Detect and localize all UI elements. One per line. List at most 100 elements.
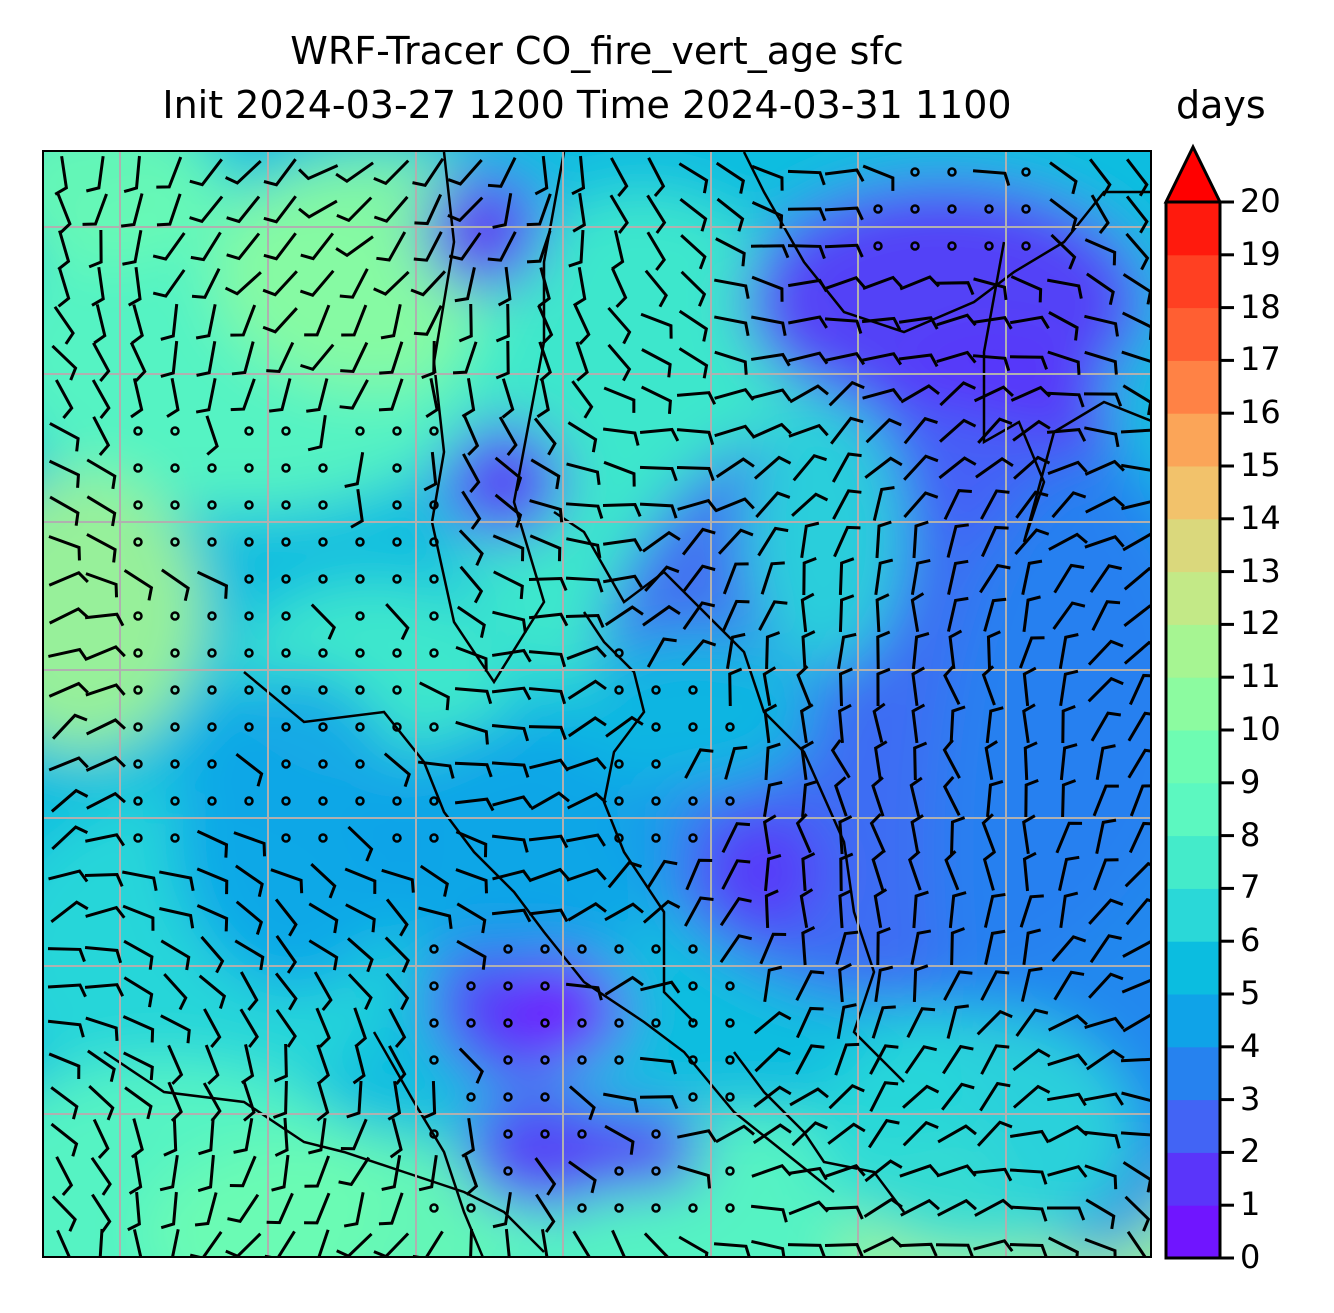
wind-barb bbox=[719, 934, 753, 964]
calm-wind-circle bbox=[429, 1129, 439, 1139]
wind-barb bbox=[1121, 978, 1150, 994]
wind-barb bbox=[983, 597, 1007, 632]
wind-barb bbox=[872, 702, 886, 743]
wind-barb bbox=[494, 456, 523, 491]
calm-wind-circle bbox=[503, 1092, 513, 1102]
wind-barb bbox=[676, 465, 715, 482]
wind-barb bbox=[47, 947, 86, 963]
wind-barb bbox=[824, 206, 864, 221]
wind-barb bbox=[939, 418, 977, 443]
calm-wind-circle bbox=[170, 759, 180, 769]
wind-barb bbox=[1009, 1129, 1050, 1144]
calm-wind-circle bbox=[1021, 167, 1031, 177]
wind-barb bbox=[1084, 1016, 1125, 1030]
tracer-age-field bbox=[44, 152, 1150, 1256]
wind-barb bbox=[50, 900, 89, 923]
wind-barb bbox=[977, 417, 1013, 444]
wind-barb bbox=[1083, 1130, 1121, 1149]
wind-barb bbox=[336, 1232, 373, 1256]
calm-wind-circle bbox=[688, 981, 698, 991]
wind-barb bbox=[529, 499, 564, 523]
wind-barb bbox=[787, 244, 826, 260]
wind-barb bbox=[646, 637, 677, 668]
wind-barb bbox=[163, 973, 188, 1011]
wind-barb bbox=[376, 231, 407, 262]
wind-barb bbox=[462, 453, 481, 493]
wind-barb bbox=[715, 1124, 755, 1144]
wind-barb bbox=[385, 972, 410, 1011]
wind-barb bbox=[224, 159, 262, 185]
wind-barb bbox=[834, 776, 848, 817]
wind-barb bbox=[639, 1056, 677, 1075]
calm-wind-circle bbox=[651, 1018, 661, 1028]
wind-barb bbox=[610, 157, 629, 197]
wind-barb bbox=[567, 901, 607, 922]
gridlines bbox=[44, 152, 1150, 1256]
wind-barb bbox=[1084, 459, 1125, 476]
wind-barb bbox=[1015, 1008, 1049, 1037]
wind-barb bbox=[346, 937, 374, 973]
wind-barb bbox=[644, 269, 668, 308]
wind-barb bbox=[943, 970, 973, 1001]
wind-barb bbox=[754, 1047, 791, 1073]
wind-barb bbox=[1088, 972, 1124, 999]
wind-barb bbox=[1089, 564, 1122, 594]
calm-wind-circle bbox=[688, 833, 698, 843]
calm-wind-circle bbox=[170, 722, 180, 732]
wind-barb bbox=[196, 867, 229, 895]
wind-barb bbox=[1046, 391, 1085, 408]
wind-barb bbox=[425, 378, 439, 418]
wind-barb bbox=[300, 343, 335, 372]
wind-barb bbox=[605, 715, 644, 738]
wind-barb bbox=[122, 229, 143, 266]
wind-barb bbox=[274, 1117, 289, 1157]
calm-wind-circle bbox=[318, 722, 328, 732]
wind-barb bbox=[132, 1229, 143, 1256]
wind-barb bbox=[159, 870, 195, 892]
calm-wind-circle bbox=[651, 1166, 661, 1176]
wind-barb bbox=[501, 378, 515, 419]
wind-barb bbox=[1048, 532, 1088, 551]
calm-wind-circle bbox=[651, 833, 661, 843]
wind-barb bbox=[796, 665, 812, 706]
calm-wind-circle bbox=[725, 1055, 735, 1065]
wind-barb bbox=[714, 387, 755, 401]
wind-barb bbox=[128, 1154, 143, 1195]
wind-barb bbox=[566, 645, 607, 661]
wind-barb bbox=[85, 833, 126, 847]
wind-barb bbox=[1046, 1206, 1086, 1221]
wind-barb bbox=[824, 168, 865, 183]
wind-barb bbox=[1022, 703, 1036, 744]
wind-barb bbox=[801, 779, 819, 818]
calm-wind-circle bbox=[133, 426, 143, 436]
wind-barb bbox=[728, 667, 743, 707]
wind-barb bbox=[93, 304, 107, 345]
calm-wind-circle bbox=[466, 1092, 476, 1102]
wind-barb bbox=[834, 1042, 860, 1076]
calm-wind-circle bbox=[614, 1055, 624, 1065]
wind-barb bbox=[495, 340, 510, 380]
calm-wind-circle bbox=[429, 611, 439, 621]
units-label: days bbox=[1176, 83, 1266, 127]
wind-barb bbox=[906, 1007, 936, 1038]
colorbar-band bbox=[1166, 994, 1220, 1048]
wind-barb bbox=[950, 816, 966, 855]
wind-barb bbox=[189, 158, 223, 187]
plot-title-line2: Init 2024-03-27 1200 Time 2024-03-31 110… bbox=[162, 83, 1012, 127]
wind-barb bbox=[55, 1156, 74, 1196]
wind-barb bbox=[410, 270, 447, 297]
colorbar-band bbox=[1166, 1099, 1220, 1153]
wind-barb bbox=[910, 558, 931, 596]
wind-barb bbox=[196, 340, 217, 377]
wind-barb bbox=[833, 525, 861, 558]
wind-barb bbox=[764, 889, 779, 929]
calm-wind-circle bbox=[207, 537, 217, 547]
calm-wind-circle bbox=[688, 722, 698, 732]
wind-barb bbox=[384, 936, 411, 973]
wind-barb bbox=[869, 1044, 899, 1075]
wind-barb bbox=[171, 1229, 180, 1256]
wind-barb bbox=[825, 1164, 866, 1178]
calm-wind-circle bbox=[207, 463, 217, 473]
wind-barb bbox=[1012, 1084, 1051, 1109]
calm-wind-circle bbox=[466, 1203, 476, 1213]
